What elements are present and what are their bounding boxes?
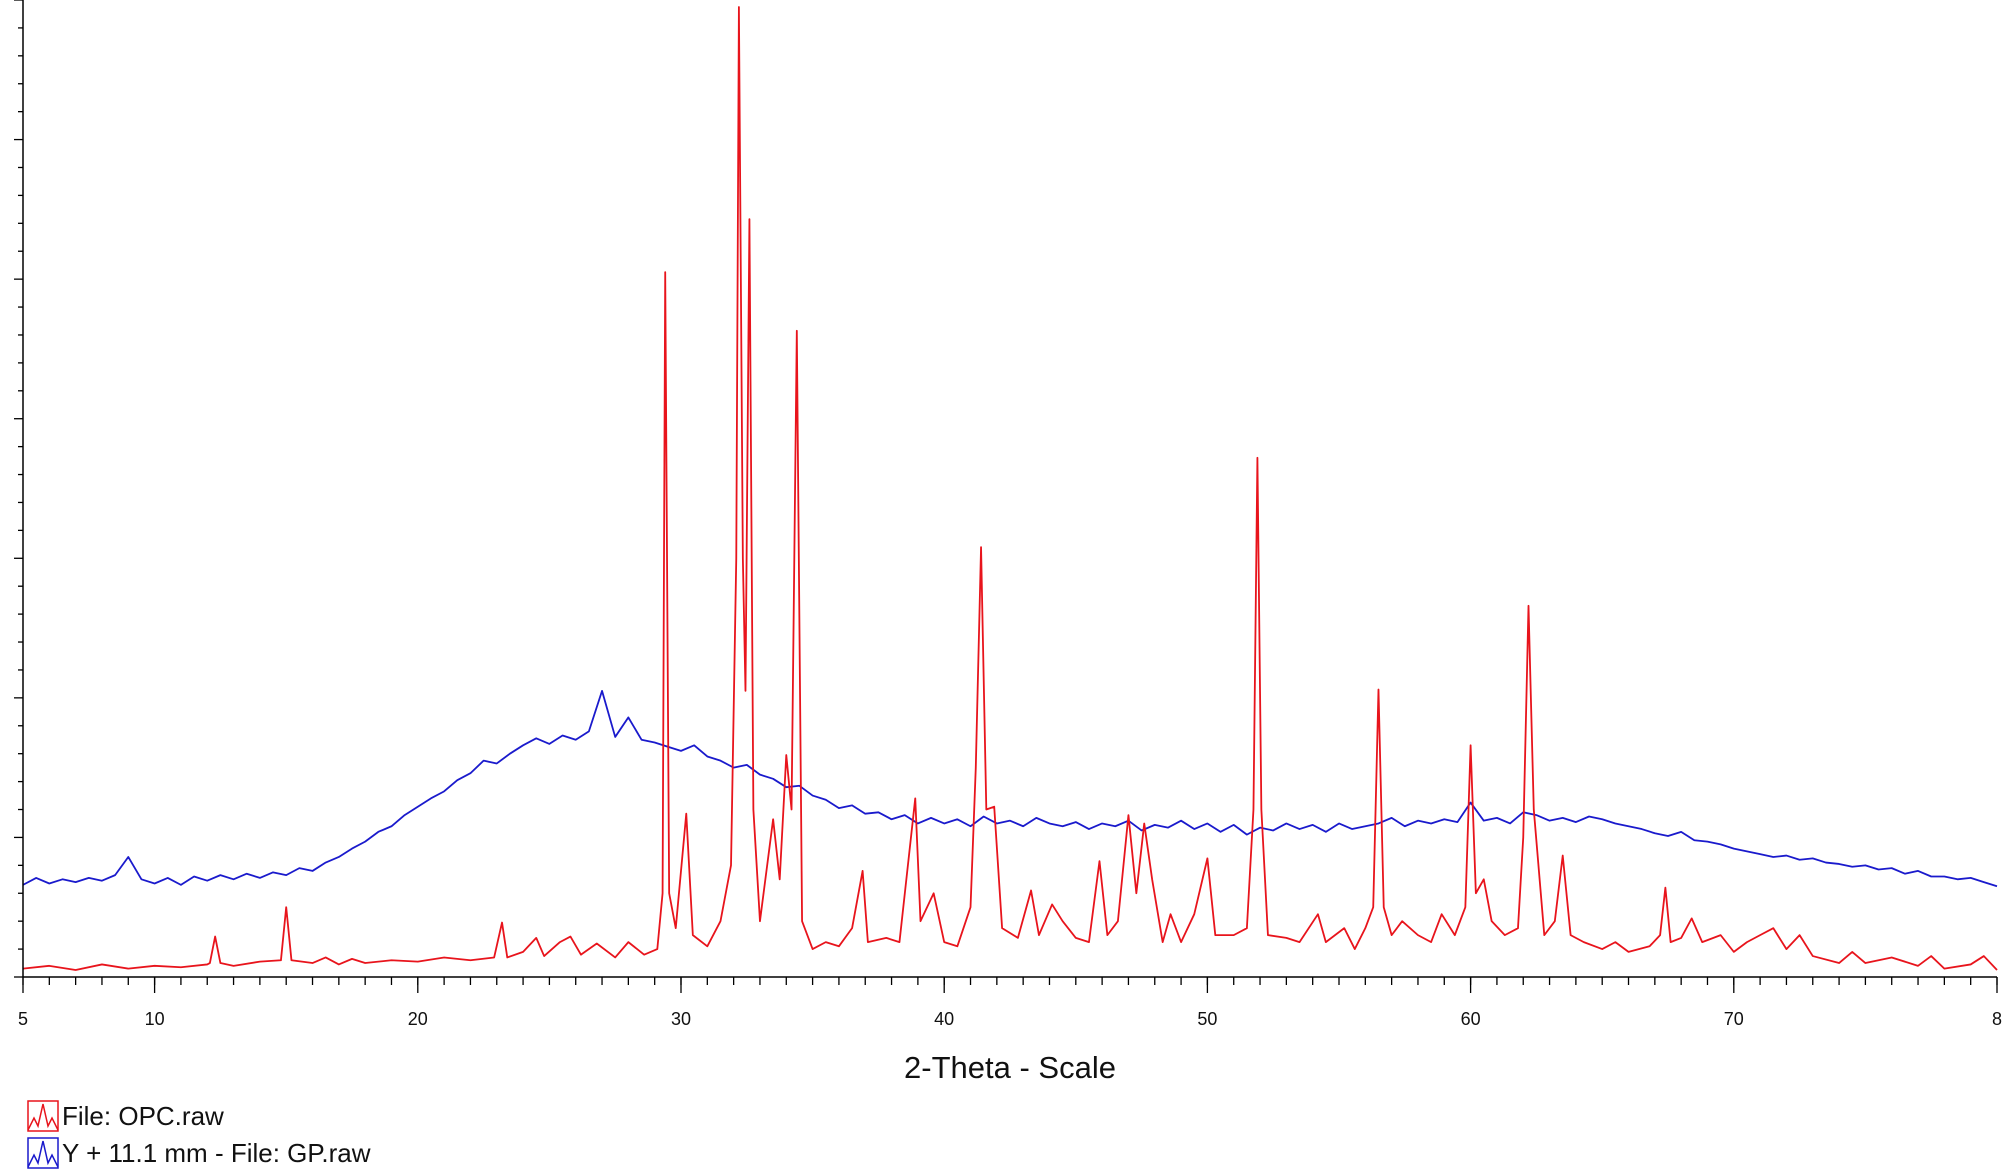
- x-tick-label: 30: [671, 1009, 691, 1029]
- x-tick-label: 70: [1724, 1009, 1744, 1029]
- series-line: [22, 689, 1998, 888]
- x-tick-label: 10: [145, 1009, 165, 1029]
- legend-icon: [27, 1140, 59, 1168]
- x-tick-label: 60: [1461, 1009, 1481, 1029]
- legend-item: File: OPC.raw: [27, 1100, 224, 1132]
- legend-item: Y + 11.1 mm - File: GP.raw: [27, 1137, 371, 1169]
- legend-label: Y + 11.1 mm - File: GP.raw: [62, 1138, 371, 1168]
- x-tick-label: 5: [18, 1009, 28, 1029]
- legend-box: [27, 1137, 59, 1169]
- series-line: [22, 6, 1998, 971]
- legend-label: File: OPC.raw: [62, 1101, 224, 1131]
- x-axis-title: 2-Theta - Scale: [904, 1050, 1116, 1085]
- x-tick-label: 40: [934, 1009, 954, 1029]
- x-tick-label: 8: [1992, 1009, 2002, 1029]
- x-tick-label: 50: [1197, 1009, 1217, 1029]
- x-tick-label: 20: [408, 1009, 428, 1029]
- legend-icon: [27, 1103, 59, 1131]
- legend-box: [27, 1100, 59, 1132]
